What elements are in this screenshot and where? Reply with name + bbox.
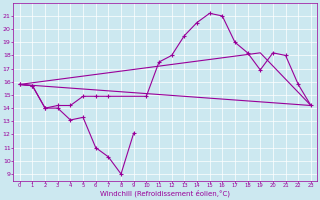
X-axis label: Windchill (Refroidissement éolien,°C): Windchill (Refroidissement éolien,°C) (100, 190, 230, 197)
